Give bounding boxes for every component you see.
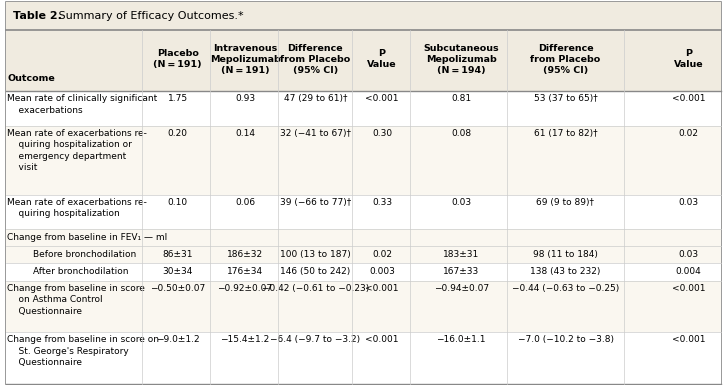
Bar — [6, 281, 721, 332]
Text: −7.0 (−10.2 to −3.8): −7.0 (−10.2 to −3.8) — [518, 335, 613, 344]
Text: 0.08: 0.08 — [451, 129, 471, 138]
Text: 30±34: 30±34 — [162, 268, 193, 276]
Text: Outcome: Outcome — [7, 74, 55, 83]
Text: −9.0±1.2: −9.0±1.2 — [156, 335, 199, 344]
Text: 61 (17 to 82)†: 61 (17 to 82)† — [534, 129, 597, 138]
Text: −0.50±0.07: −0.50±0.07 — [150, 284, 205, 293]
Text: 0.03: 0.03 — [679, 198, 699, 207]
Text: 53 (37 to 65)†: 53 (37 to 65)† — [534, 94, 597, 103]
Text: <0.001: <0.001 — [365, 284, 399, 293]
Text: 98 (11 to 184): 98 (11 to 184) — [533, 250, 598, 259]
Text: 0.03: 0.03 — [679, 250, 699, 259]
Bar — [6, 91, 721, 126]
Text: 0.004: 0.004 — [676, 268, 702, 276]
Text: 146 (50 to 242): 146 (50 to 242) — [281, 268, 350, 276]
Text: 0.93: 0.93 — [235, 94, 255, 103]
Text: <0.001: <0.001 — [672, 94, 705, 103]
Bar — [6, 246, 721, 263]
Text: Change from baseline in FEV₁ — ml: Change from baseline in FEV₁ — ml — [7, 233, 167, 242]
Bar — [6, 229, 721, 246]
Text: 32 (−41 to 67)†: 32 (−41 to 67)† — [280, 129, 351, 138]
Bar — [6, 263, 721, 281]
Text: Change from baseline in score on
    St. George's Respiratory
    Questionnaire: Change from baseline in score on St. Geo… — [7, 335, 160, 367]
Text: 100 (13 to 187): 100 (13 to 187) — [280, 250, 351, 259]
Text: Mean rate of clinically significant
    exacerbations: Mean rate of clinically significant exac… — [7, 94, 157, 115]
Text: −16.0±1.1: −16.0±1.1 — [436, 335, 486, 344]
Text: 0.06: 0.06 — [235, 198, 255, 207]
Text: Change from baseline in score
    on Asthma Control
    Questionnaire: Change from baseline in score on Asthma … — [7, 284, 145, 316]
Text: 0.81: 0.81 — [451, 94, 471, 103]
Text: 86±31: 86±31 — [162, 250, 193, 259]
Text: Before bronchodilation: Before bronchodilation — [33, 250, 136, 259]
Bar — [6, 332, 721, 384]
Text: 138 (43 to 232): 138 (43 to 232) — [530, 268, 601, 276]
Text: Subcutaneous
Mepolizumab
(N = 194): Subcutaneous Mepolizumab (N = 194) — [423, 44, 499, 75]
Text: 0.33: 0.33 — [372, 198, 392, 207]
Bar — [6, 126, 721, 194]
Text: −0.94±0.07: −0.94±0.07 — [434, 284, 489, 293]
Text: 167±33: 167±33 — [443, 268, 479, 276]
Text: 0.10: 0.10 — [167, 198, 188, 207]
Text: −0.44 (−0.63 to −0.25): −0.44 (−0.63 to −0.25) — [512, 284, 619, 293]
Text: −15.4±1.2: −15.4±1.2 — [220, 335, 270, 344]
Text: −6.4 (−9.7 to −3.2): −6.4 (−9.7 to −3.2) — [270, 335, 360, 344]
Bar — [6, 194, 721, 229]
Text: 0.02: 0.02 — [679, 129, 699, 138]
Text: 183±31: 183±31 — [443, 250, 479, 259]
Text: Difference
from Placebo
(95% CI): Difference from Placebo (95% CI) — [531, 44, 600, 75]
Text: <0.001: <0.001 — [365, 335, 399, 344]
Text: After bronchodilation: After bronchodilation — [33, 268, 128, 276]
Text: 47 (29 to 61)†: 47 (29 to 61)† — [283, 94, 347, 103]
Text: Intravenous
Mepolizumab
(N = 191): Intravenous Mepolizumab (N = 191) — [210, 44, 281, 75]
Text: <0.001: <0.001 — [365, 94, 399, 103]
Text: Mean rate of exacerbations re-
    quiring hospitalization or
    emergency depa: Mean rate of exacerbations re- quiring h… — [7, 129, 147, 172]
Text: 69 (9 to 89)†: 69 (9 to 89)† — [536, 198, 594, 207]
Text: −0.42 (−0.61 to −0.23): −0.42 (−0.61 to −0.23) — [262, 284, 369, 293]
Text: Table 2.: Table 2. — [13, 11, 62, 21]
Text: 0.03: 0.03 — [451, 198, 471, 207]
Bar — [6, 30, 721, 91]
Text: 0.14: 0.14 — [235, 129, 255, 138]
Text: 186±32: 186±32 — [227, 250, 263, 259]
Text: Mean rate of exacerbations re-
    quiring hospitalization: Mean rate of exacerbations re- quiring h… — [7, 198, 147, 218]
Text: 0.20: 0.20 — [167, 129, 188, 138]
Bar — [6, 2, 721, 30]
Text: <0.001: <0.001 — [672, 284, 705, 293]
Text: 0.02: 0.02 — [372, 250, 392, 259]
Text: 1.75: 1.75 — [167, 94, 188, 103]
Text: P
Value: P Value — [674, 49, 703, 69]
Text: Summary of Efficacy Outcomes.*: Summary of Efficacy Outcomes.* — [55, 11, 244, 21]
Text: Difference
from Placebo
(95% CI): Difference from Placebo (95% CI) — [281, 44, 350, 75]
Text: −0.92±0.07: −0.92±0.07 — [218, 284, 273, 293]
Text: 0.003: 0.003 — [369, 268, 395, 276]
Text: Placebo
(N = 191): Placebo (N = 191) — [153, 49, 202, 69]
Text: P
Value: P Value — [368, 49, 397, 69]
Text: 0.30: 0.30 — [372, 129, 392, 138]
Text: <0.001: <0.001 — [672, 335, 705, 344]
Text: 176±34: 176±34 — [227, 268, 263, 276]
Text: 39 (−66 to 77)†: 39 (−66 to 77)† — [280, 198, 351, 207]
